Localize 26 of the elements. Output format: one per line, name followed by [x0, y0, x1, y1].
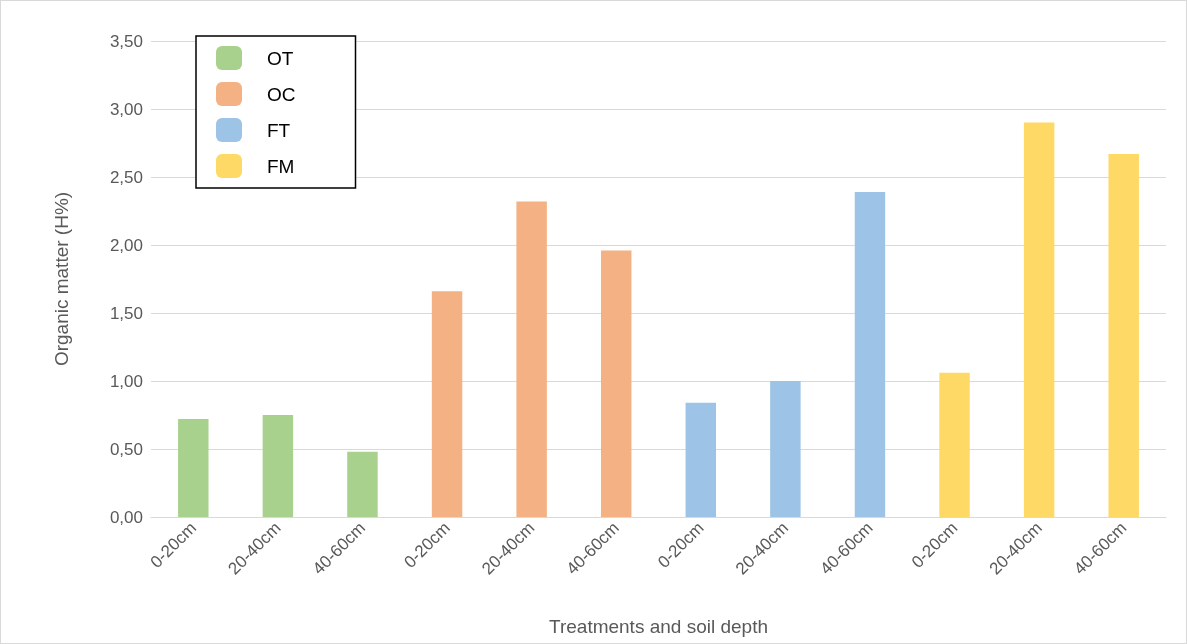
bar — [431, 291, 463, 517]
bar — [178, 419, 209, 517]
bar — [1108, 153, 1139, 517]
y-axis-title: Organic matter (H%) — [51, 191, 72, 367]
y-tick-label: 1,00 — [109, 371, 143, 391]
y-tick-label: 0,50 — [109, 439, 143, 459]
legend-label: OC — [267, 83, 296, 105]
bar — [854, 191, 886, 517]
legend-label: OT — [267, 47, 294, 69]
bar — [600, 250, 632, 517]
x-axis-title: Treatments and soil depth — [549, 616, 768, 637]
bar — [1023, 122, 1055, 517]
bar — [939, 372, 970, 517]
legend-label: FM — [267, 155, 295, 177]
y-tick-label: 2,50 — [109, 167, 143, 187]
bar — [347, 451, 378, 517]
bar — [685, 402, 717, 517]
y-tick-label: 3,00 — [109, 99, 143, 119]
y-tick-label: 2,00 — [109, 235, 143, 255]
bar — [516, 201, 547, 517]
y-tick-label: 0,00 — [109, 507, 143, 527]
bar — [770, 381, 801, 517]
y-tick-label: 1,50 — [109, 303, 143, 323]
legend-label: FT — [267, 119, 291, 141]
y-tick-label: 3,50 — [109, 31, 143, 51]
bar — [262, 415, 294, 517]
